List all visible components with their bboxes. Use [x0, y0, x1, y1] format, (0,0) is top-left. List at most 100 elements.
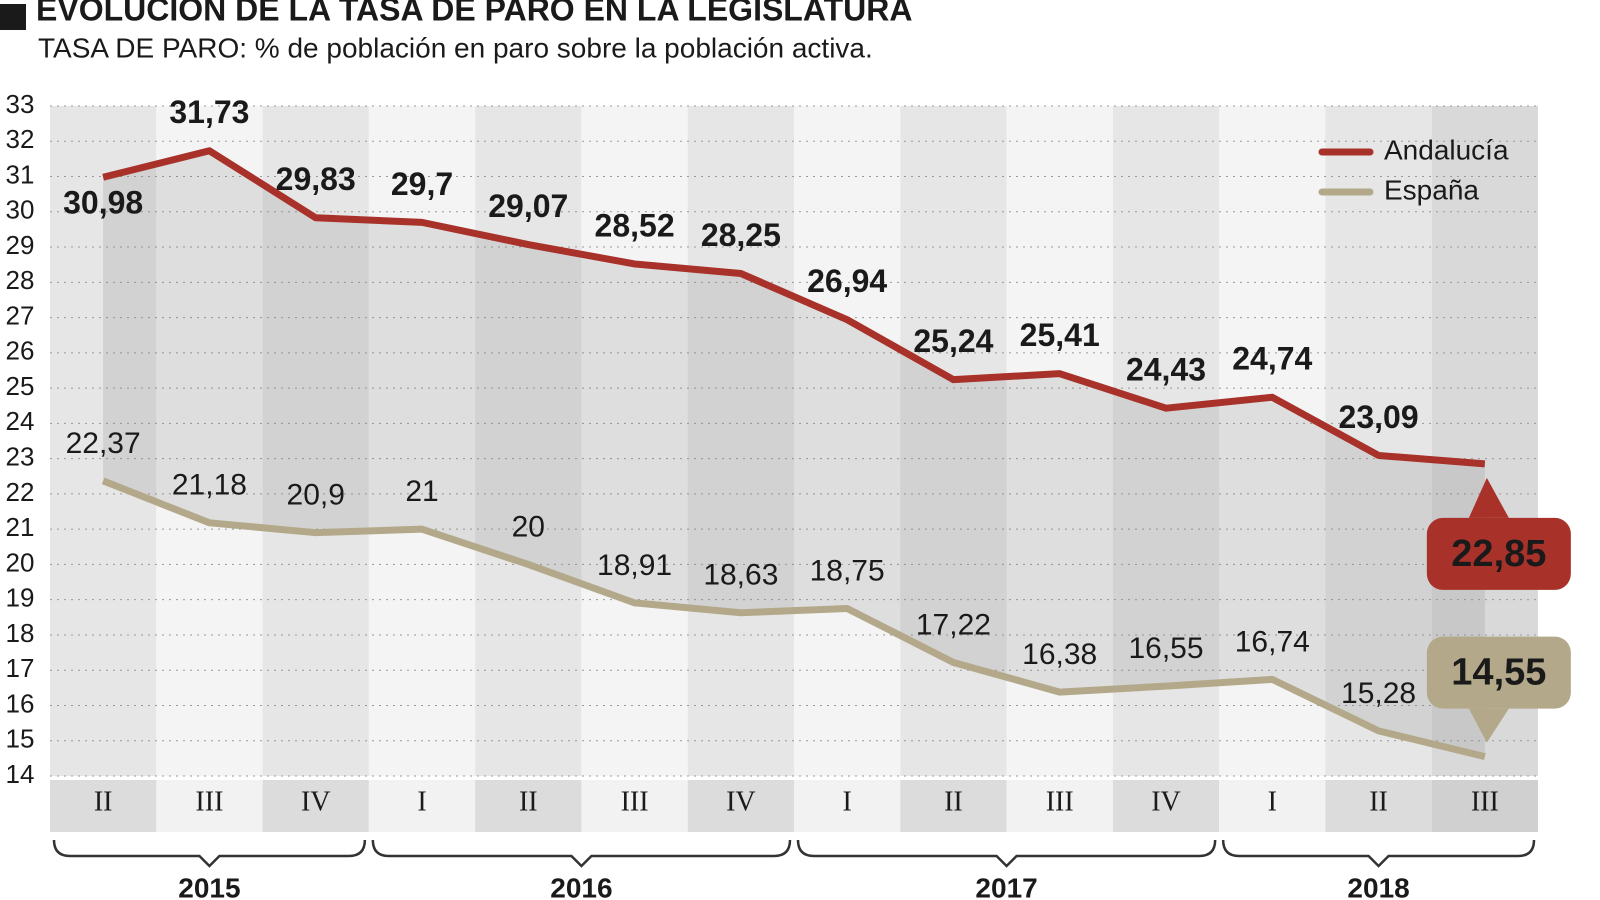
value-label: 16,38: [1022, 638, 1097, 671]
callout-box: [1426, 636, 1571, 709]
x-tick-label: I: [1268, 786, 1277, 817]
x-tick-label: I: [417, 786, 426, 817]
y-tick-label: 31: [6, 159, 35, 189]
value-label: 30,98: [63, 185, 143, 221]
value-label: 16,55: [1128, 632, 1203, 665]
x-label-bg: [156, 780, 263, 832]
y-tick-label: 23: [6, 442, 35, 472]
x-label-bg: [475, 780, 582, 832]
year-label: 2016: [550, 872, 612, 900]
y-tick-label: 29: [6, 230, 35, 260]
y-tick-label: 32: [6, 124, 35, 154]
x-tick-label: IV: [1151, 786, 1181, 817]
value-label: 24,43: [1126, 352, 1206, 388]
x-label-bg: [581, 780, 688, 832]
y-tick-label: 28: [6, 265, 35, 295]
value-label: 17,22: [916, 608, 991, 641]
column-bg: [581, 106, 688, 776]
title-marker: [0, 4, 26, 30]
value-label: 20: [512, 510, 545, 543]
y-tick-label: 26: [6, 336, 35, 366]
y-tick-label: 15: [6, 724, 35, 754]
column-bg: [1006, 106, 1113, 776]
legend-label: Andalucía: [1384, 134, 1509, 165]
x-tick-label: II: [94, 786, 113, 817]
column-bg: [156, 106, 263, 776]
y-tick-label: 19: [6, 583, 35, 613]
x-label-bg: [1112, 780, 1220, 832]
value-label: 29,83: [276, 161, 356, 197]
value-label: 18,63: [703, 559, 778, 592]
value-label: 26,94: [807, 263, 887, 299]
value-label: 24,74: [1232, 341, 1312, 377]
x-tick-label: IV: [301, 786, 331, 817]
chart-title: EVOLUCIÓN DE LA TASA DE PARO EN LA LEGIS…: [36, 0, 912, 27]
callout-box: [1468, 708, 1509, 743]
value-label: 21: [405, 475, 438, 508]
value-label: 20,9: [287, 479, 345, 512]
column-bg: [687, 106, 794, 776]
y-tick-label: 20: [6, 547, 35, 577]
x-tick-label: I: [842, 786, 851, 817]
y-tick-label: 21: [6, 512, 35, 542]
column-bg: [1325, 106, 1432, 776]
chart-subtitle: TASA DE PARO: % de población en paro sob…: [38, 32, 873, 63]
x-label-bg: [368, 780, 476, 832]
y-tick-label: 16: [6, 688, 35, 718]
series-line: [102, 147, 1486, 468]
y-tick-label: 22: [6, 477, 35, 507]
x-tick-label: II: [519, 786, 538, 817]
x-tick-label: II: [1369, 786, 1388, 817]
year-label: 2018: [1347, 872, 1409, 900]
y-tick-label: 24: [6, 406, 35, 436]
year-label: 2017: [975, 872, 1037, 900]
x-tick-label: III: [195, 786, 223, 817]
y-tick-label: 17: [6, 653, 35, 683]
column-bg: [794, 106, 901, 776]
value-label: 18,75: [810, 554, 885, 587]
value-label: 21,18: [172, 469, 247, 502]
year-label: 2015: [178, 872, 240, 900]
value-label: 22,85: [1451, 533, 1546, 575]
x-label-bg: [1006, 780, 1113, 832]
x-label-bg: [900, 780, 1007, 832]
column-bg: [50, 106, 157, 776]
value-label: 18,91: [597, 549, 672, 582]
series-line: [101, 477, 1486, 761]
x-label-bg: [1431, 780, 1538, 832]
y-tick-label: 27: [6, 300, 35, 330]
value-label: 28,25: [701, 217, 781, 253]
x-label-bg: [50, 780, 157, 832]
value-label: 16,74: [1235, 625, 1310, 658]
value-label: 14,55: [1451, 652, 1546, 694]
value-label: 23,09: [1339, 399, 1419, 435]
year-bracket: [52, 839, 367, 868]
y-tick-label: 33: [6, 89, 35, 119]
column-bg: [1219, 106, 1326, 776]
value-label: 29,7: [391, 166, 453, 202]
y-tick-label: 25: [6, 371, 35, 401]
year-bracket: [796, 839, 1217, 868]
column-bg: [1112, 106, 1220, 776]
x-label-bg: [1325, 780, 1432, 832]
callout-box: [1426, 517, 1571, 590]
x-label-bg: [687, 780, 794, 832]
year-bracket: [371, 839, 792, 868]
y-tick-label: 14: [6, 759, 35, 789]
x-tick-label: III: [1471, 786, 1499, 817]
y-tick-label: 18: [6, 618, 35, 648]
callout-box: [1468, 477, 1509, 518]
gap-area: [103, 150, 1485, 757]
value-label: 29,07: [488, 188, 568, 224]
value-label: 25,24: [913, 323, 993, 359]
x-label-bg: [794, 780, 901, 832]
x-tick-label: II: [944, 786, 963, 817]
column-bg: [475, 106, 582, 776]
x-tick-label: IV: [726, 786, 756, 817]
value-label: 22,37: [66, 427, 141, 460]
value-label: 31,73: [169, 94, 249, 130]
value-label: 28,52: [595, 207, 675, 243]
value-label: 15,28: [1341, 677, 1416, 710]
x-label-bg: [1219, 780, 1326, 832]
